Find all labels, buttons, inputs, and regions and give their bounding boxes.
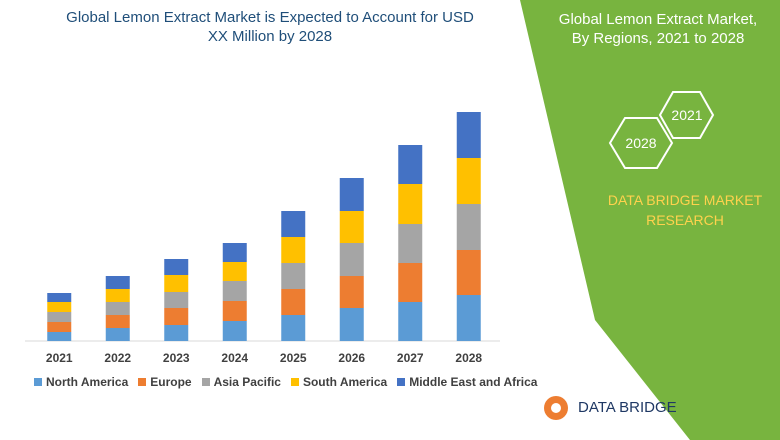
- bar-segment: [281, 211, 306, 237]
- bar-segment: [456, 204, 481, 250]
- x-tick-label: 2025: [280, 351, 307, 365]
- bar-segment: [398, 263, 423, 302]
- bar-segment: [47, 302, 72, 312]
- side-panel: [520, 0, 780, 440]
- bar-segment: [281, 289, 306, 315]
- legend-swatch: [138, 378, 147, 386]
- bar-segment: [281, 315, 306, 341]
- badge-hex: [658, 91, 715, 139]
- bar-segment: [281, 237, 306, 263]
- x-tick-label: 2028: [455, 351, 482, 365]
- legend-swatch: [201, 378, 210, 386]
- legend-swatch: [34, 378, 42, 386]
- bar-segment: [222, 281, 247, 301]
- badge: 2028: [625, 135, 656, 151]
- bar-segment: [222, 243, 247, 262]
- bar-segment: [47, 293, 72, 302]
- bar-segment: [164, 275, 189, 292]
- bar-segment: [164, 259, 189, 275]
- bar-segment: [222, 301, 247, 321]
- bar-segment: [339, 308, 364, 341]
- logo-text: DATA BRIDGE: [578, 399, 677, 416]
- logo-icon: [551, 403, 561, 413]
- x-tick-label: 2023: [163, 351, 190, 365]
- bar-segment: [456, 295, 481, 341]
- legend-item: South America: [290, 375, 388, 389]
- bar-segment: [105, 289, 130, 302]
- legend-label: Middle East and Africa: [409, 375, 538, 389]
- x-tick-label: 2026: [338, 351, 365, 365]
- bar-segment: [164, 325, 189, 341]
- bar-segment: [105, 315, 130, 328]
- brand: DATA BRIDGE MARKET RESEARCH: [607, 192, 763, 228]
- legend-swatch: [397, 378, 406, 386]
- legend-item: Europe: [138, 375, 192, 389]
- chart-title: Global Lemon Extract Market is Expected …: [66, 9, 474, 45]
- bar-segment: [47, 312, 72, 322]
- bar-segment: [164, 292, 189, 308]
- bar-segment: [105, 276, 130, 289]
- bar-segment: [339, 211, 364, 243]
- bar-segment: [47, 322, 72, 332]
- bar-segment: [398, 302, 423, 341]
- bar-segment: [456, 250, 481, 295]
- legend-item: Middle East and Africa: [397, 375, 537, 389]
- legend-label: Asia Pacific: [213, 375, 281, 389]
- bar-segment: [164, 308, 189, 325]
- bar-segment: [281, 263, 306, 289]
- bar-segment: [222, 321, 247, 341]
- bar-segment: [398, 145, 423, 184]
- panel-title: Global Lemon Extract Market, By Regions,…: [558, 11, 758, 47]
- badge-hex: [608, 117, 674, 169]
- bar-segment: [339, 178, 364, 211]
- bar-segment: [456, 112, 481, 158]
- bar-segment: [105, 328, 130, 341]
- legend-label: South America: [302, 375, 388, 389]
- legend-label: Europe: [150, 375, 192, 389]
- legend-item: North America: [34, 375, 128, 389]
- bar-segment: [47, 332, 72, 341]
- x-tick-label: 2027: [397, 351, 424, 365]
- legend-swatch: [290, 378, 299, 386]
- bar-segment: [398, 184, 423, 224]
- bar-segment: [398, 224, 423, 263]
- bar-segment: [339, 243, 364, 276]
- bar-segment: [456, 158, 481, 204]
- bar-segment: [222, 262, 247, 281]
- badge: 2021: [671, 107, 702, 123]
- legend: North America Europe Asia Pacific South Ame…: [34, 375, 537, 389]
- legend-label: North America: [46, 375, 129, 389]
- x-tick-label: 2022: [104, 351, 131, 365]
- x-tick-label: 2024: [221, 351, 248, 365]
- x-tick-label: 2021: [46, 351, 73, 365]
- bar-segment: [339, 276, 364, 308]
- legend-item: Asia Pacific: [201, 375, 281, 389]
- bar-segment: [105, 302, 130, 315]
